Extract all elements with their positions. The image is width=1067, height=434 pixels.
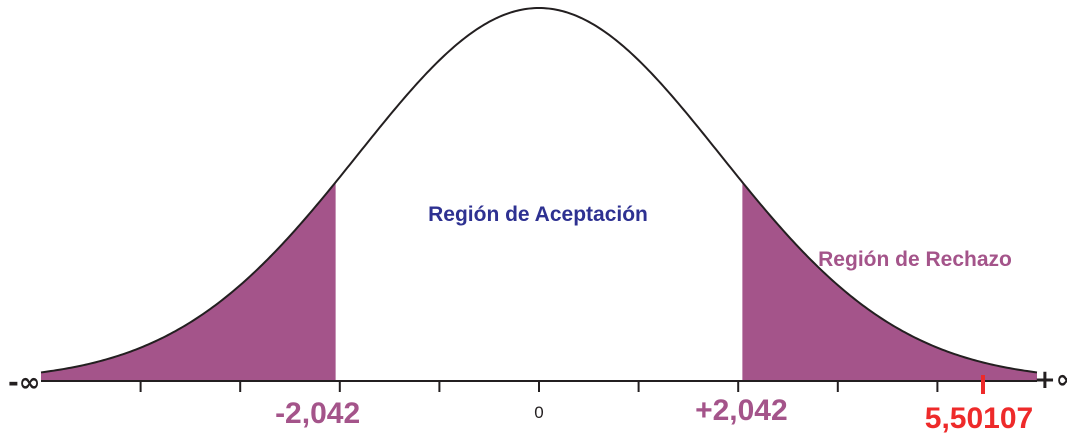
axis-label-plus-infinity: +∞ xyxy=(1034,365,1067,395)
acceptance-region-label: Región de Aceptación xyxy=(428,203,648,226)
test-statistic-value: 5,50107 xyxy=(925,402,1033,434)
test-statistic-marker xyxy=(981,375,985,394)
rejection-region-left xyxy=(41,182,336,381)
critical-value-upper: +2,042 xyxy=(695,394,788,427)
rejection-regions xyxy=(41,182,1037,381)
critical-value-lower: -2,042 xyxy=(275,397,360,430)
normal-curve xyxy=(40,6,1038,374)
tick-label-zero: 0 xyxy=(534,403,543,422)
rejection-region-right xyxy=(742,182,1037,381)
rejection-region-label: Región de Rechazo xyxy=(818,248,1012,271)
x-axis-ticks xyxy=(139,381,939,392)
axis-label-minus-infinity: -∞ xyxy=(8,368,40,398)
